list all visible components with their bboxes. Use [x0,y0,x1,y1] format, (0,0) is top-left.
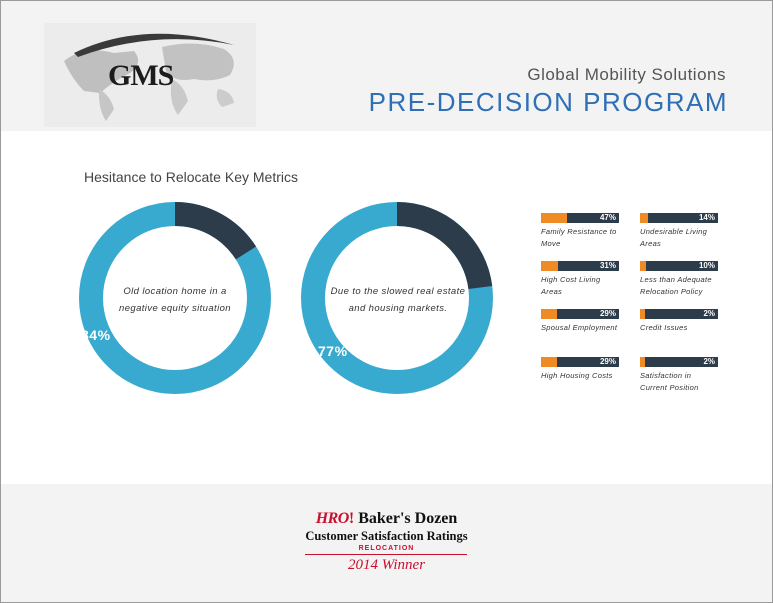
award-subtitle: Customer Satisfaction Ratings [305,529,468,543]
donut-chart-slowed-market [301,202,493,394]
donut-label-slowed-market: 77% [318,343,348,359]
metric-value: 31% [599,261,616,270]
metric-bar: 2% [640,357,718,367]
header: GMS Global Mobility Solutions PRE-DECISI… [1,1,772,131]
metric-item: 10% Less than Adequate Relocation Policy [640,261,718,298]
award-brand: HRO [315,510,350,527]
metric-bar: 29% [541,357,619,367]
metric-value: 47% [599,213,616,222]
metric-item: 29% High Housing Costs [541,357,619,382]
metric-label: Family Resistance to Move [541,227,617,248]
metric-label: Less than Adequate Relocation Policy [640,275,712,296]
donut-chart-negative-equity [79,202,271,394]
metric-bar: 31% [541,261,619,271]
metric-label: Credit Issues [640,323,688,332]
program-title: PRE-DECISION PROGRAM [368,87,728,117]
award-title: HRO! Baker's Dozen [315,510,458,527]
metric-value: 29% [599,357,616,366]
logo-text: GMS [108,59,174,92]
metric-item: 2% Credit Issues [640,309,718,334]
metric-bar: 14% [640,213,718,223]
metric-label: Satisfaction in Current Position [640,371,699,392]
donut-caption-slowed-market: Due to the slowed real estate and housin… [330,286,466,314]
donut-slowed-market-minor-slice [396,202,493,290]
metric-bar-fill [541,309,558,319]
metric-label: Undesirable Living Areas [640,227,708,248]
metric-bar: 47% [541,213,619,223]
metric-value: 29% [599,309,616,318]
metric-label: High Housing Costs [541,371,613,380]
metric-bar-fill [541,213,568,223]
metric-label: High Cost Living Areas [541,275,601,296]
metric-bar-fill [640,309,645,319]
metric-item: 29% Spousal Employment [541,309,619,334]
award-name: Baker's Dozen [358,510,458,527]
metric-label: Spousal Employment [541,323,618,332]
award-year: 2014 Winner [347,557,426,573]
donut-caption-negative-equity: Old location home in a negative equity s… [119,286,231,314]
logo [44,23,256,127]
award-category: RELOCATION [358,545,415,552]
metric-item: 14% Undesirable Living Areas [640,213,718,250]
metric-bar: 29% [541,309,619,319]
donut-negative-equity-minor-slice [174,202,257,260]
metric-bar: 2% [640,309,718,319]
footer [1,484,772,602]
metric-bar-fill [640,213,648,223]
metric-bar-fill [541,357,558,367]
metric-item: 47% Family Resistance to Move [541,213,619,250]
metric-item: 2% Satisfaction in Current Position [640,357,718,394]
company-name: Global Mobility Solutions [527,65,726,84]
metric-bar-fill [640,357,645,367]
metric-bar-fill [541,261,559,271]
metric-bar: 10% [640,261,718,271]
metric-value: 2% [703,309,715,318]
metric-value: 10% [698,261,715,270]
award-divider [305,554,467,555]
metric-value: 2% [703,357,715,366]
section-title: Hesitance to Relocate Key Metrics [84,169,298,185]
metric-value: 14% [698,213,715,222]
world-map-logo-icon [64,33,234,121]
metric-bar-fill [640,261,646,271]
donut-label-negative-equity: 84% [81,327,111,343]
metric-item: 31% High Cost Living Areas [541,261,619,298]
